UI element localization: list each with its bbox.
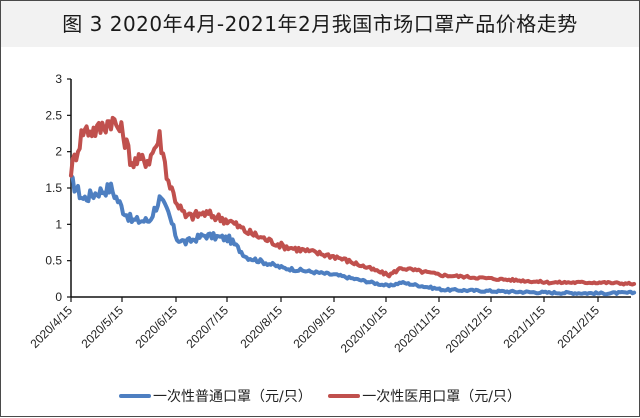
- legend-item-ordinary-mask: 一次性普通口罩（元/只）: [119, 386, 312, 406]
- series-line-medical-mask: [69, 115, 637, 287]
- x-tick-label: 2020/12/15: [443, 303, 496, 356]
- y-tick-label: 2.5: [45, 108, 62, 122]
- x-tick-label: 2020/7/15: [183, 303, 231, 351]
- x-tick-label: 2020/5/15: [78, 303, 126, 351]
- legend-swatch-red: [328, 394, 361, 398]
- y-tick-label: 3: [55, 72, 62, 86]
- x-tick-label: 2021/2/15: [554, 303, 602, 351]
- chart-title: 图 3 2020年4月-2021年2月我国市场口罩产品价格走势: [62, 12, 578, 36]
- legend-label-medical: 一次性医用口罩（元/只）: [362, 389, 521, 405]
- x-tick-label: 2020/10/15: [338, 303, 391, 356]
- x-tick-label: 2021/1/15: [500, 303, 548, 351]
- legend-swatch-blue: [119, 394, 152, 398]
- series-line-ordinary-mask: [69, 173, 637, 297]
- y-tick-label: 1: [55, 217, 62, 231]
- legend-label-ordinary: 一次性普通口罩（元/只）: [153, 389, 312, 405]
- x-tick-label: 2020/9/15: [290, 303, 338, 351]
- y-tick-label: 0.5: [45, 254, 62, 268]
- title-band: [1, 1, 639, 47]
- legend-item-medical-mask: 一次性医用口罩（元/只）: [328, 386, 521, 406]
- x-tick-label: 2020/6/15: [132, 303, 180, 351]
- legend: 一次性普通口罩（元/只） 一次性医用口罩（元/只）: [1, 386, 639, 406]
- x-tick-label: 2020/8/15: [237, 303, 285, 351]
- x-tick-label: 2020/11/15: [391, 303, 443, 355]
- y-tick-label: 2: [55, 145, 62, 159]
- y-tick-label: 1.5: [45, 181, 62, 195]
- y-tick-label: 0: [55, 290, 62, 304]
- x-tick-label: 2020/4/15: [27, 303, 75, 351]
